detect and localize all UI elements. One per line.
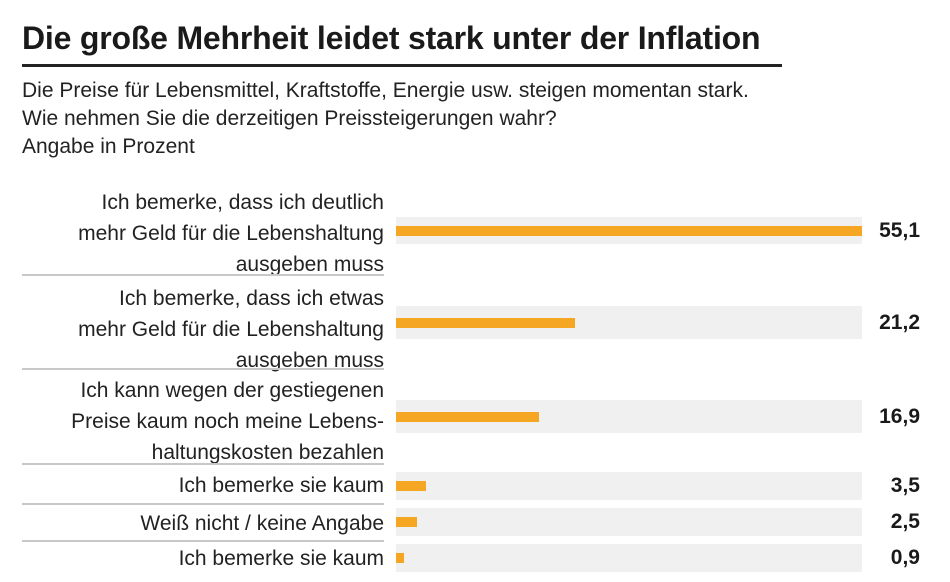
bar-track bbox=[396, 472, 862, 500]
category-label-line: haltungskosten bezahlen bbox=[151, 440, 384, 464]
bar bbox=[396, 553, 404, 563]
category-label-line: Weiß nicht / keine Angabe bbox=[140, 511, 384, 535]
category-label-line: Ich kann wegen der gestiegenen bbox=[80, 378, 384, 402]
category-label-line: mehr Geld für die Lebenshaltung bbox=[78, 221, 384, 245]
value-label: 3,5 bbox=[890, 474, 920, 497]
bar bbox=[396, 411, 539, 422]
row-separator bbox=[22, 503, 384, 505]
chart-title: Die große Mehrheit leidet stark unter de… bbox=[22, 20, 761, 56]
row-separator bbox=[22, 540, 384, 542]
subtitle-line-3: Angabe in Prozent bbox=[22, 135, 195, 158]
category-label: Ich bemerke sie kaum bbox=[22, 543, 384, 574]
value-label: 2,5 bbox=[890, 510, 920, 533]
category-label-line: Ich bemerke sie kaum bbox=[178, 473, 384, 497]
category-label: Weiß nicht / keine Angabe bbox=[22, 508, 384, 539]
bar-track bbox=[396, 544, 862, 572]
category-label: Ich bemerke, dass ich deutlich mehr Geld … bbox=[22, 187, 384, 280]
category-label-line: Ich bemerke, dass ich deutlich bbox=[101, 190, 384, 214]
bar-track bbox=[396, 508, 862, 536]
category-label: Ich bemerke sie kaum bbox=[22, 470, 384, 501]
value-label: 21,2 bbox=[879, 310, 920, 334]
category-label-line: Ich bemerke sie kaum bbox=[178, 546, 384, 570]
category-label-line: Ich bemerke, dass ich etwas bbox=[119, 286, 384, 310]
bar bbox=[396, 481, 426, 491]
value-label: 16,9 bbox=[879, 404, 920, 428]
bar bbox=[396, 225, 862, 236]
value-label: 55,1 bbox=[879, 218, 920, 242]
bar bbox=[396, 517, 418, 527]
category-label: Ich bemerke, dass ich etwas mehr Geld für… bbox=[22, 283, 384, 376]
bar bbox=[396, 317, 576, 328]
category-label: Ich kann wegen der gestiegenen Preise kau… bbox=[22, 375, 384, 468]
category-label-line: ausgeben muss bbox=[235, 348, 384, 372]
category-label-line: ausgeben muss bbox=[235, 252, 384, 276]
row-separator bbox=[22, 368, 384, 370]
row-separator bbox=[22, 463, 384, 465]
subtitle-line-1: Die Preise für Lebensmittel, Kraftstoffe… bbox=[22, 79, 749, 102]
category-label-line: Preise kaum noch meine Lebens- bbox=[71, 409, 384, 433]
category-label-line: mehr Geld für die Lebenshaltung bbox=[78, 317, 384, 341]
title-underline bbox=[22, 64, 782, 67]
value-label: 0,9 bbox=[890, 546, 920, 569]
chart-subtitle: Die Preise für Lebensmittel, Kraftstoffe… bbox=[22, 77, 749, 161]
row-separator bbox=[22, 274, 384, 276]
subtitle-line-2: Wie nehmen Sie die derzeitigen Preisstei… bbox=[22, 107, 557, 130]
